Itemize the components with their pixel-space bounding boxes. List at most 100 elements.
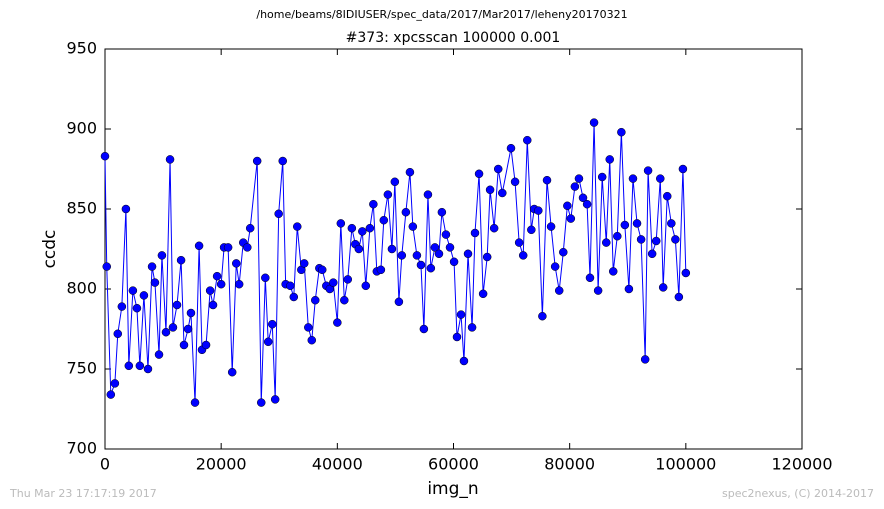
data-point [139, 291, 149, 300]
data-point [493, 164, 503, 174]
data-point [154, 350, 164, 359]
y-tick-label: 900 [66, 119, 97, 138]
data-point [201, 340, 211, 350]
data-point [299, 259, 309, 268]
data-point [311, 295, 320, 305]
data-point [489, 223, 499, 233]
data-point [426, 263, 436, 273]
data-point [441, 230, 451, 239]
data-point [274, 209, 283, 219]
data-point [354, 244, 364, 254]
data-point [602, 238, 611, 247]
data-point [430, 243, 440, 252]
data-point [212, 271, 222, 281]
y-tick-label: 750 [66, 359, 97, 378]
x-tick-label: 60000 [428, 455, 479, 474]
data-point [347, 223, 357, 233]
data-point [563, 201, 572, 211]
x-tick-label: 100000 [655, 455, 716, 474]
data-point [449, 257, 459, 267]
data-point [194, 241, 204, 251]
data-point [190, 398, 200, 407]
data-point [452, 332, 462, 342]
data-point [365, 223, 375, 233]
data-point [390, 177, 400, 187]
data-point [559, 247, 568, 257]
data-point [542, 175, 552, 185]
data-point [117, 302, 127, 311]
x-tick-label: 20000 [196, 455, 247, 474]
data-point [376, 265, 386, 275]
data-point [256, 398, 266, 407]
data-point [147, 262, 157, 271]
data-point [574, 174, 584, 183]
data-line [104, 122, 687, 403]
data-point [128, 286, 138, 295]
data-point [397, 251, 407, 260]
data-point [172, 300, 182, 310]
data-point [394, 297, 404, 307]
data-point [205, 286, 215, 295]
data-point [550, 262, 560, 271]
data-point [307, 335, 317, 345]
data-point [510, 177, 520, 187]
data-point [245, 223, 255, 233]
data-point [234, 279, 244, 289]
data-point [605, 155, 614, 164]
data-point [369, 199, 378, 209]
data-point [186, 308, 196, 318]
data-point [100, 151, 110, 161]
data-point [613, 231, 622, 241]
data-point [343, 275, 353, 284]
data-point [518, 251, 528, 260]
data-point [157, 251, 167, 260]
data-point [289, 292, 299, 302]
data-point [143, 364, 153, 374]
data-point [412, 251, 422, 260]
data-point [387, 244, 397, 254]
data-point [445, 243, 455, 252]
data-point [379, 215, 389, 225]
data-point [608, 267, 618, 276]
data-point [667, 219, 676, 228]
data-point [671, 235, 680, 244]
x-tick-label: 80000 [544, 455, 595, 474]
data-point [662, 191, 672, 201]
data-point [102, 262, 111, 271]
suptitle: /home/beams/8IDIUSER/spec_data/2017/Mar2… [256, 8, 627, 21]
data-point [589, 118, 599, 127]
data-point [383, 190, 393, 199]
data-point [482, 252, 492, 262]
data-point [329, 278, 338, 287]
data-point [678, 164, 688, 174]
data-point [566, 214, 576, 223]
data-point [434, 249, 444, 259]
x-tick-label: 40000 [312, 455, 363, 474]
data-point [293, 222, 302, 231]
data-point [132, 303, 142, 313]
data-point [478, 289, 488, 299]
data-point [416, 260, 426, 270]
data-point [474, 169, 484, 179]
data-point [620, 220, 630, 230]
data-point [110, 379, 120, 388]
data-point [570, 182, 580, 191]
data-point [208, 300, 218, 310]
data-point [168, 323, 178, 332]
chart-title: #373: xpcsscan 100000 0.001 [346, 30, 561, 46]
data-point [113, 329, 123, 339]
data-point [216, 279, 226, 289]
data-point [643, 166, 653, 175]
data-point [636, 235, 646, 244]
data-point [176, 255, 186, 265]
data-point [593, 286, 603, 295]
data-point [514, 238, 524, 247]
data-point [640, 355, 650, 364]
data-point [361, 281, 371, 291]
data-point [304, 323, 313, 332]
data-point [658, 283, 668, 292]
data-point [585, 273, 595, 283]
y-tick-label: 850 [66, 199, 97, 218]
data-point [578, 193, 588, 203]
data-point [498, 188, 507, 198]
